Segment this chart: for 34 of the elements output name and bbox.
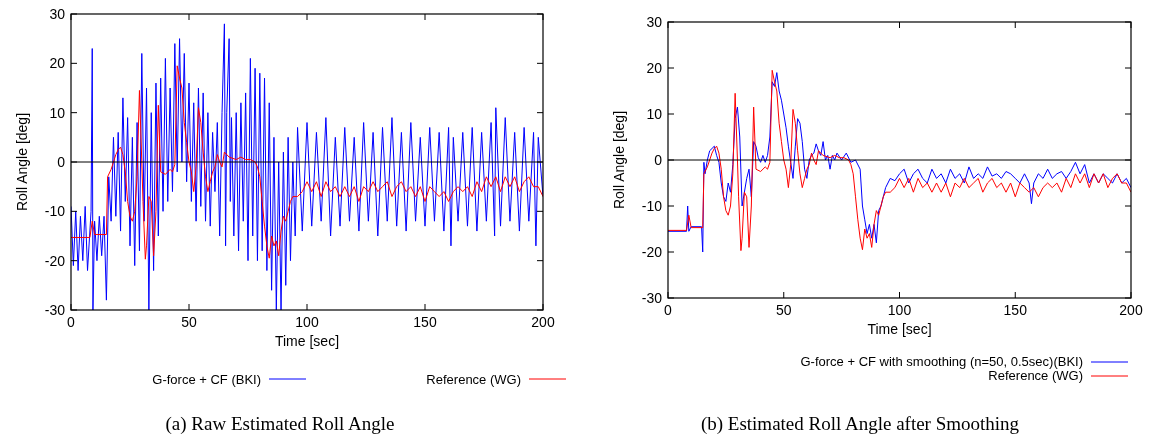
y-tick-label: -20 xyxy=(44,252,66,269)
y-tick-label: 30 xyxy=(49,6,66,22)
x-tick-label: 200 xyxy=(1119,302,1143,318)
y-tick-label: 30 xyxy=(646,14,663,30)
y-tick-label: 0 xyxy=(654,152,663,168)
x-tick-label: 50 xyxy=(775,302,792,318)
y-axis-title: Roll Angle [deg] xyxy=(14,112,30,212)
y-tick-label: -10 xyxy=(641,198,663,214)
y-tick-label: 10 xyxy=(49,104,66,121)
legend-label: Reference (WG) xyxy=(988,368,1083,383)
x-tick-label: 50 xyxy=(181,314,197,330)
y-tick-label: 20 xyxy=(49,55,66,72)
legend-label: G-force + CF (BKI) xyxy=(152,372,261,387)
x-tick-label: 0 xyxy=(67,314,76,330)
legend-label: G-force + CF with smoothing (n=50, 0.5sec)(BKI) xyxy=(800,354,1083,369)
text: (b) Estimated Roll Angle after Smoothing xyxy=(700,413,1020,435)
x-tick-label: 0 xyxy=(664,302,673,318)
x-tick-label: 150 xyxy=(413,314,437,330)
x-tick-label: 100 xyxy=(295,314,319,330)
y-tick-label: 20 xyxy=(646,60,663,76)
y-tick-label: -20 xyxy=(641,244,663,260)
y-tick-label: -10 xyxy=(44,203,66,220)
x-tick-label: 100 xyxy=(887,302,912,318)
y-tick-label: -30 xyxy=(641,290,663,306)
y-tick-label: -30 xyxy=(44,302,66,318)
legend-label: Reference (WG) xyxy=(426,372,521,387)
y-axis-title: Roll Angle [deg] xyxy=(611,110,627,210)
x-tick-label: 200 xyxy=(531,314,555,330)
y-tick-label: 10 xyxy=(646,106,663,122)
y-tick-label: 0 xyxy=(57,154,66,170)
x-axis-title: Time [sec] xyxy=(274,333,340,349)
text: (a) Raw Estimated Roll Angle xyxy=(165,413,395,435)
x-axis-title: Time [sec] xyxy=(867,321,932,337)
x-tick-label: 150 xyxy=(1003,302,1028,318)
